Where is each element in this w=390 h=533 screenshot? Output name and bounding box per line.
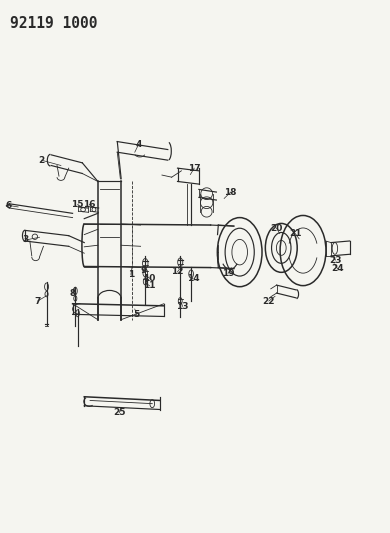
Text: 7: 7 (34, 296, 41, 305)
Text: 13: 13 (176, 302, 189, 311)
Text: 18: 18 (225, 188, 237, 197)
Text: 19: 19 (222, 269, 234, 278)
Text: 3: 3 (23, 236, 29, 245)
Text: 15: 15 (71, 200, 84, 209)
Text: 10: 10 (144, 273, 156, 282)
Text: 11: 11 (143, 281, 156, 290)
Text: 14: 14 (187, 273, 199, 282)
Text: 1: 1 (128, 270, 134, 279)
Text: 8: 8 (69, 288, 76, 297)
Text: 6: 6 (5, 201, 12, 210)
Text: 17: 17 (188, 164, 200, 173)
Text: 16: 16 (83, 200, 96, 209)
Text: 2: 2 (38, 156, 44, 165)
Text: 21: 21 (289, 229, 301, 238)
Text: 25: 25 (113, 408, 126, 417)
Text: 23: 23 (330, 256, 342, 264)
Text: 5: 5 (134, 310, 140, 319)
Text: 22: 22 (262, 296, 275, 305)
Text: 20: 20 (270, 224, 283, 233)
Text: 4: 4 (135, 140, 142, 149)
Text: 9: 9 (140, 266, 147, 274)
Text: 24: 24 (332, 264, 344, 273)
Text: 12: 12 (171, 268, 184, 276)
Text: 92119 1000: 92119 1000 (11, 15, 98, 30)
